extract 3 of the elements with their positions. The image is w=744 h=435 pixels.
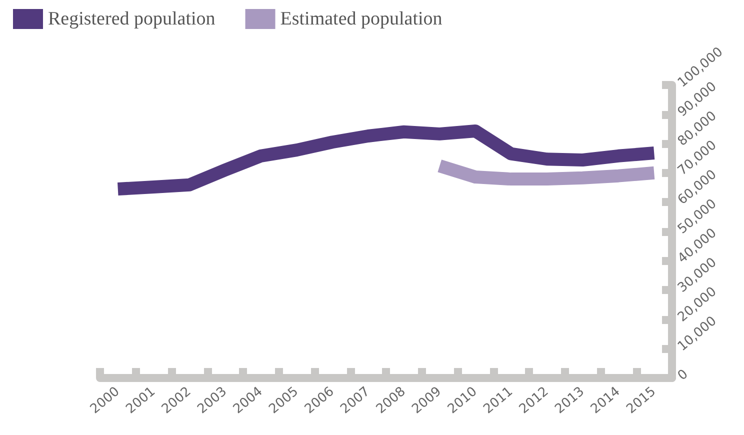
legend-label: Registered population bbox=[48, 8, 216, 30]
legend-label: Estimated population bbox=[280, 8, 443, 30]
y-tick-label: 0 bbox=[675, 366, 692, 384]
